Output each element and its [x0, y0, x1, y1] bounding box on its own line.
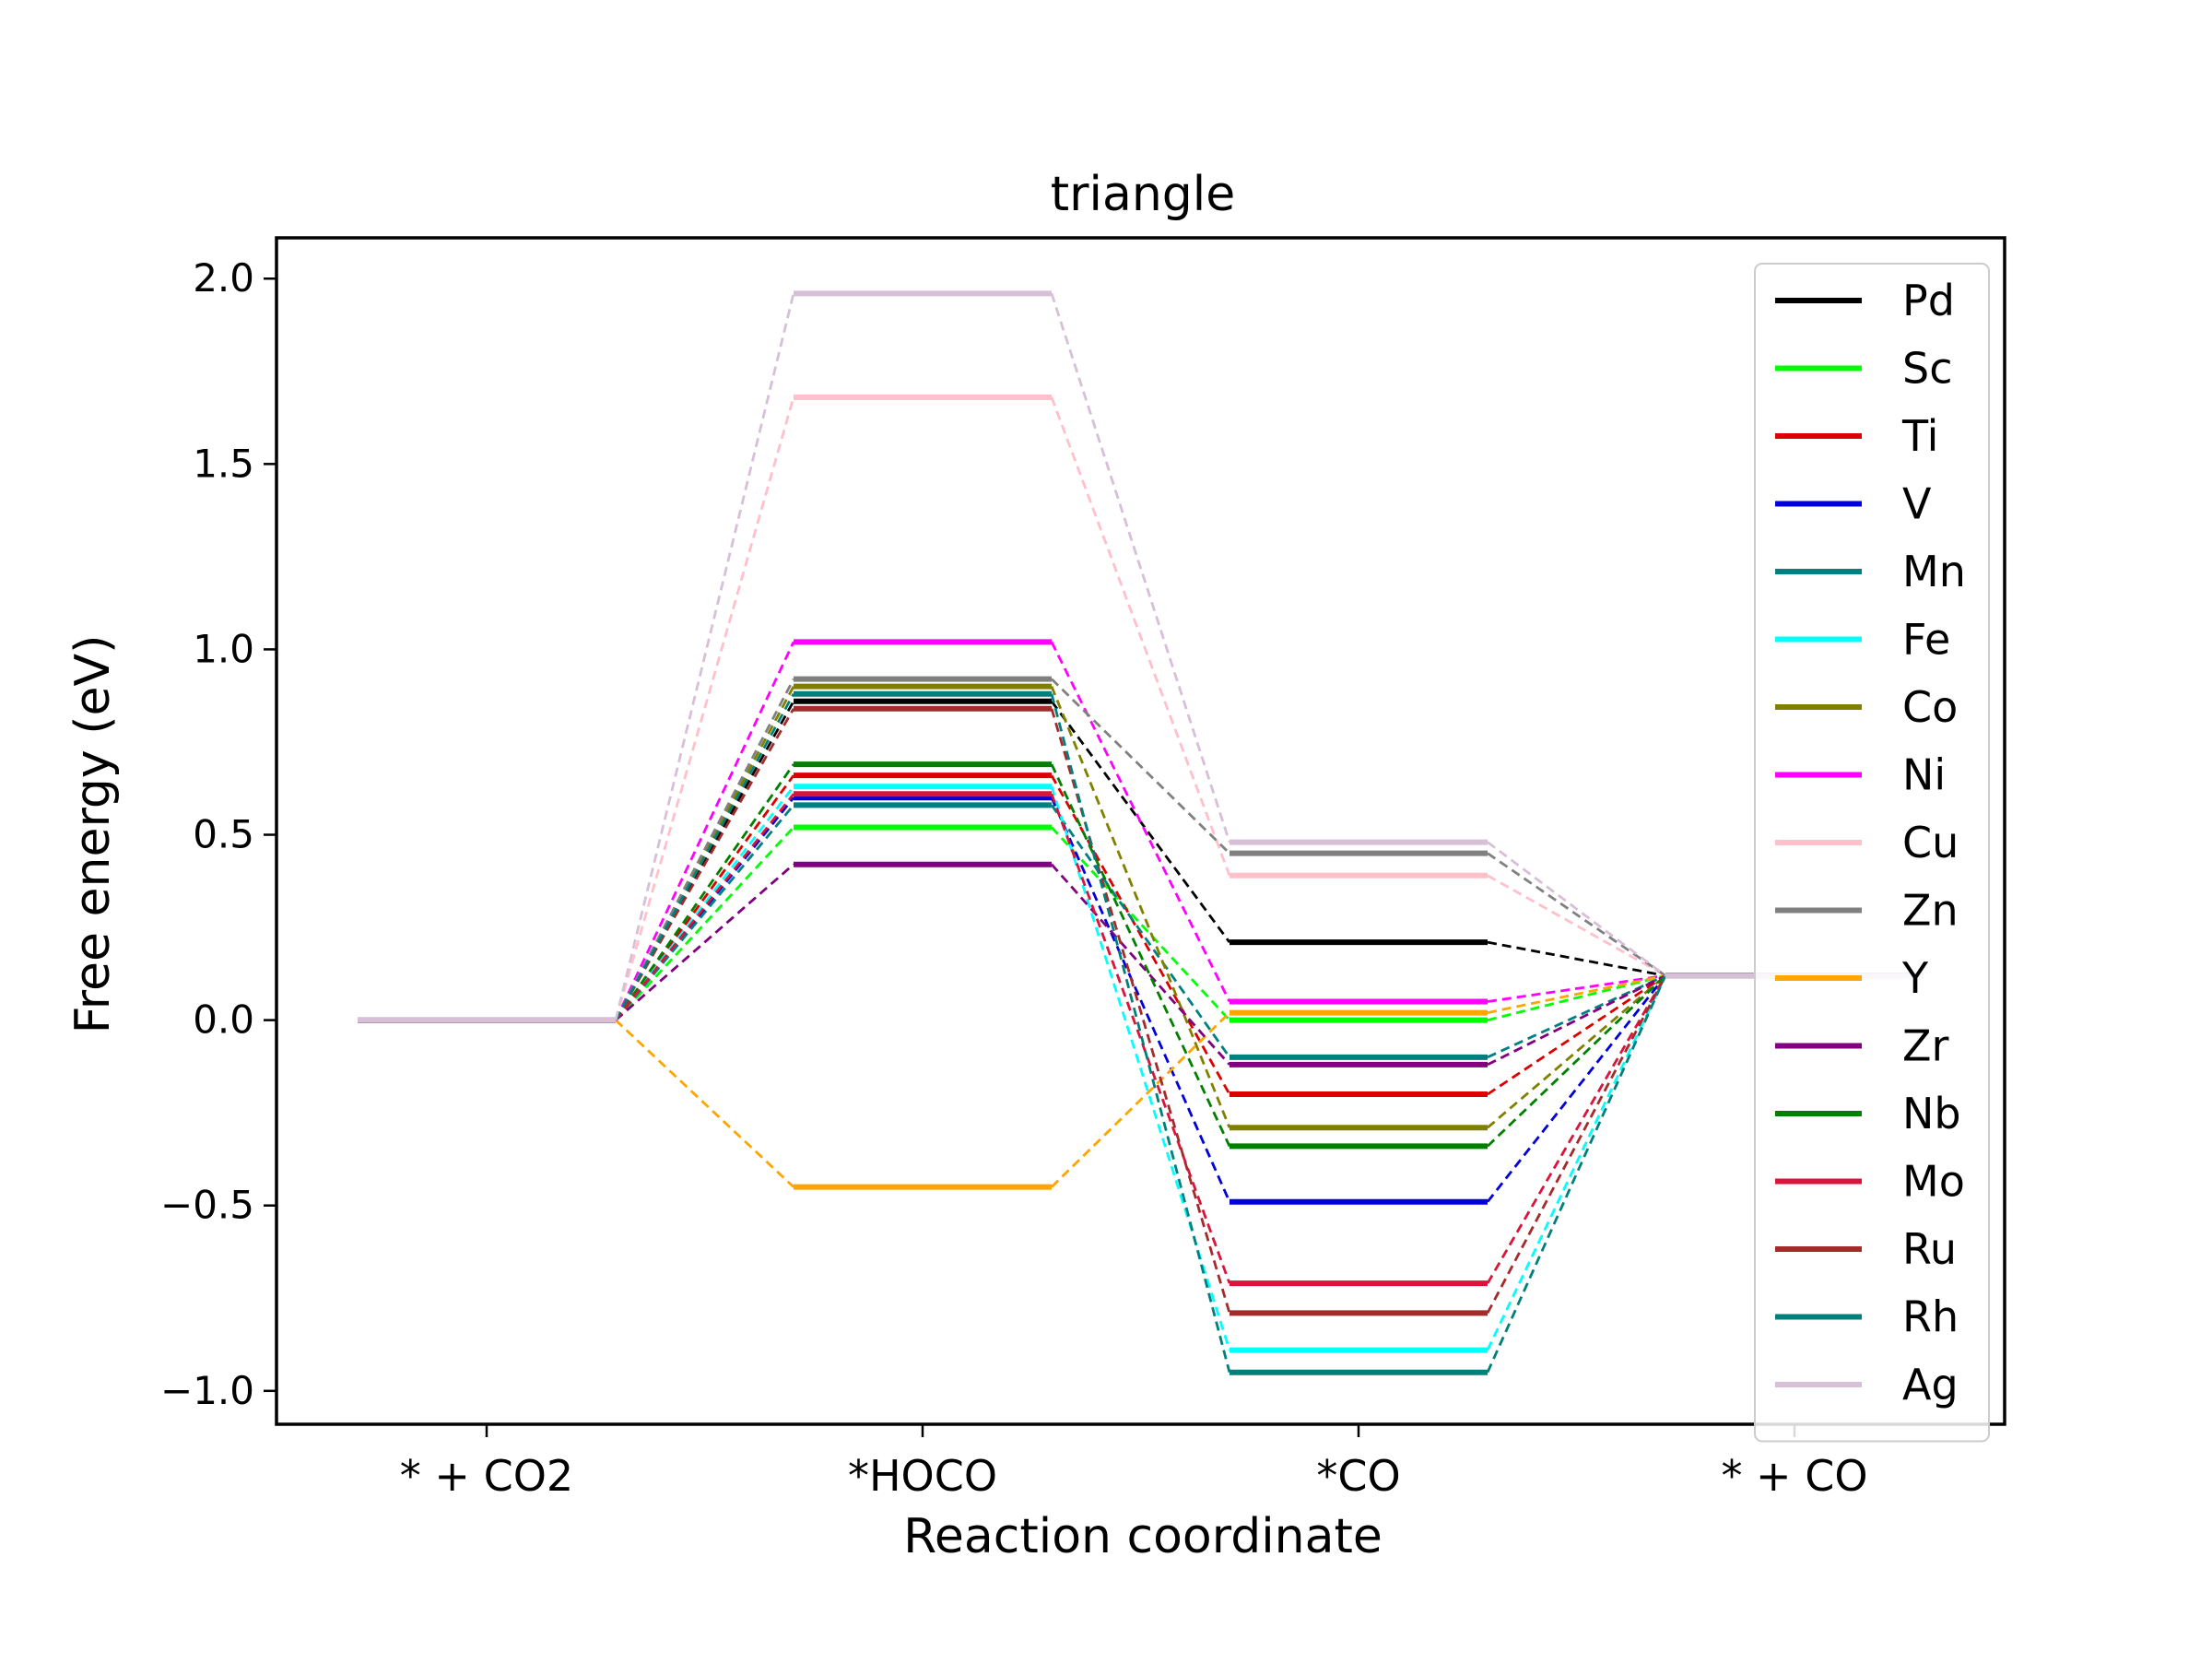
x-tick-label: * + CO [1721, 1451, 1867, 1501]
connector-y-1 [1051, 1011, 1230, 1188]
series-lines [358, 290, 1924, 1375]
legend-label-pd: Pd [1902, 276, 1955, 325]
legend-label-co: Co [1902, 682, 1958, 732]
chart-title: triangle [1051, 167, 1235, 222]
connector-ti-2 [1487, 974, 1666, 1096]
connector-ni-1 [1050, 641, 1231, 1003]
legend-label-ti: Ti [1901, 411, 1938, 461]
y-tick-label: −0.5 [160, 1183, 254, 1228]
series-cu [358, 394, 1924, 1023]
connector-ti-1 [1050, 774, 1231, 1095]
legend-label-zn: Zn [1902, 886, 1959, 936]
legend-label-ag: Ag [1902, 1360, 1959, 1409]
legend-label-ru: Ru [1902, 1224, 1957, 1274]
plot-frame [275, 236, 2006, 1426]
connector-ru-2 [1486, 974, 1667, 1314]
y-tick-label: 0.5 [193, 812, 254, 857]
connector-zr-2 [1487, 974, 1666, 1067]
series-mo [358, 791, 1924, 1287]
legend-box [1754, 263, 1990, 1443]
y-axis-label: Free energy (eV) [65, 635, 121, 1034]
connector-mn-1 [1050, 804, 1231, 1058]
connector-zr-0 [615, 863, 794, 1021]
x-tick-label: * + CO2 [400, 1451, 573, 1501]
legend-label-sc: Sc [1902, 344, 1953, 394]
x-axis-label: Reaction coordinate [903, 1509, 1382, 1564]
x-tick-label: *CO [1316, 1451, 1400, 1501]
connector-cu-1 [1050, 396, 1231, 877]
connector-pd-2 [1487, 940, 1666, 977]
connector-rh-0 [614, 693, 795, 1021]
series-v [358, 795, 1924, 1205]
connector-cu-0 [614, 396, 795, 1021]
connector-mo-1 [1050, 793, 1231, 1284]
connector-v-1 [1050, 796, 1231, 1203]
series-zr [358, 861, 1924, 1067]
y-tick-label: 0.0 [193, 997, 254, 1043]
connector-mo-2 [1486, 974, 1667, 1284]
connector-ag-1 [1050, 292, 1231, 843]
connector-ag-0 [614, 292, 795, 1020]
series-co [358, 683, 1924, 1131]
legend-label-zr: Zr [1902, 1021, 1949, 1071]
legend-label-ni: Ni [1902, 750, 1946, 800]
connector-ru-0 [614, 708, 795, 1021]
y-tick-label: 1.5 [193, 441, 254, 486]
connector-nb-1 [1050, 763, 1231, 1147]
connector-y-0 [615, 1019, 794, 1188]
series-ag [358, 290, 1924, 1023]
connector-mo-0 [614, 793, 795, 1021]
y-tick-label: 2.0 [193, 255, 254, 301]
connector-pd-0 [614, 701, 795, 1021]
connector-zn-1 [1051, 678, 1230, 855]
series-sc [358, 824, 1924, 1023]
connector-sc-0 [614, 826, 795, 1021]
connector-nb-2 [1487, 974, 1666, 1148]
legend: Pd Sc Ti V Mn Fe Co Ni Cu Zn Y Zr Nb Mo Ru Rh Ag [1754, 263, 1990, 1443]
series-fe [358, 784, 1924, 1353]
connector-v-2 [1486, 974, 1667, 1203]
legend-label-v: V [1902, 479, 1932, 529]
legend-label-rh: Rh [1902, 1292, 1959, 1342]
connector-nb-0 [614, 763, 795, 1021]
legend-label-fe: Fe [1902, 615, 1950, 665]
connector-fe-0 [614, 785, 795, 1021]
series-rh [358, 690, 1924, 1375]
series-ru [358, 705, 1924, 1316]
connector-zn-0 [614, 678, 795, 1021]
connector-ag-2 [1487, 841, 1666, 977]
connector-co-2 [1487, 974, 1666, 1129]
legend-label-mn: Mn [1902, 547, 1966, 596]
connector-zn-2 [1487, 852, 1666, 977]
y-tick-label: −1.0 [160, 1368, 254, 1413]
connector-ni-0 [614, 641, 795, 1021]
series-zn [358, 676, 1924, 1023]
legend-label-mo: Mo [1902, 1157, 1965, 1207]
legend-label-cu: Cu [1902, 818, 1959, 867]
connector-co-1 [1050, 686, 1231, 1128]
connector-zr-1 [1050, 863, 1231, 1066]
y-tick-label: 1.0 [193, 626, 254, 671]
connector-co-0 [614, 685, 795, 1021]
connector-ni-2 [1487, 973, 1666, 1003]
legend-label-y: Y [1901, 953, 1929, 1003]
axes: −1.0 −0.5 0.0 0.5 1.0 1.5 2.0 * + CO2 *HOCO *CO * … [160, 236, 2006, 1501]
legend-label-nb: Nb [1902, 1089, 1961, 1138]
x-tick-label: *HOCO [848, 1451, 997, 1501]
connector-y-2 [1487, 973, 1666, 1014]
connector-cu-2 [1487, 874, 1666, 977]
connector-rh-2 [1486, 974, 1667, 1374]
connector-fe-2 [1486, 974, 1667, 1351]
series-pd [358, 698, 1924, 1023]
